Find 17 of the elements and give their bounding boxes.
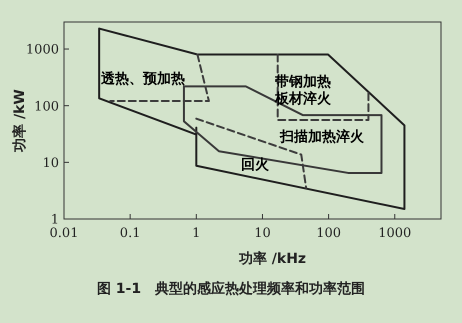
- x-tick-label: 1000: [378, 226, 412, 241]
- x-tick-label: 0.01: [50, 226, 78, 241]
- annotation: 透热、预加热: [100, 70, 185, 87]
- y-tick-label: 1000: [26, 42, 59, 58]
- x-tick-label: 100: [316, 226, 342, 241]
- annotation: 回火: [241, 156, 270, 173]
- annotation: 带钢加热板材淬火: [274, 74, 332, 107]
- y-tick-label: 100: [34, 99, 59, 114]
- y-axis-title: 功率 /kW: [11, 89, 28, 153]
- x-tick-label: 0.1: [120, 226, 140, 241]
- x-tick-label: 10: [254, 226, 271, 241]
- y-tick-label: 1: [50, 212, 59, 228]
- annotation: 扫描加热淬火: [279, 128, 365, 145]
- text: 图 1-1 典型的感应热处理频率和功率范围: [96, 280, 366, 297]
- x-axis-title: 功率 /kHz: [238, 250, 306, 267]
- x-tick-label: 1: [192, 226, 200, 241]
- y-tick-label: 10: [42, 156, 59, 171]
